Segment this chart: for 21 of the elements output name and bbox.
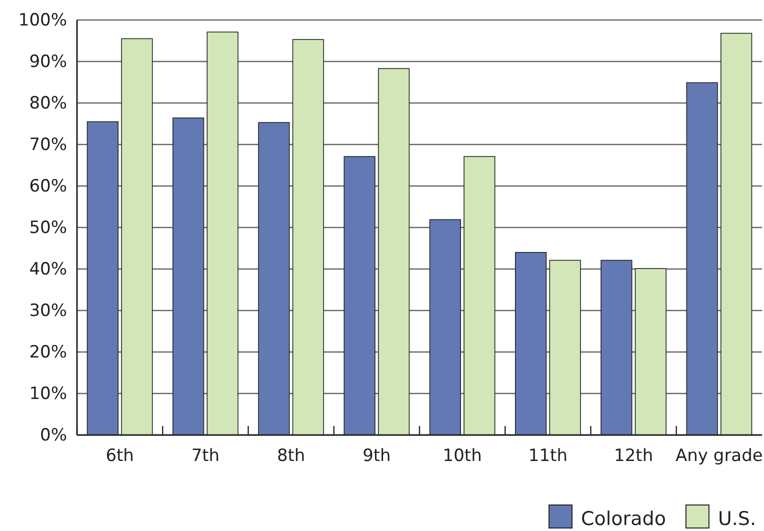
y-tick-label: 30%	[29, 300, 67, 321]
y-tick-label: 90%	[29, 52, 67, 72]
x-tick-label: 10th	[442, 446, 482, 466]
y-tick-label: 70%	[29, 134, 67, 155]
y-tick-label: 100%	[18, 10, 67, 30]
x-tick-label: 9th	[362, 446, 391, 466]
y-tick-label: 0%	[40, 425, 67, 446]
x-tick-label: 8th	[276, 446, 306, 466]
legend-label: Colorado	[581, 508, 666, 530]
x-tick-label: 12th	[614, 446, 654, 466]
x-tick-label: Any grade	[676, 446, 763, 466]
y-tick-label: 60%	[29, 176, 67, 196]
y-tick-label: 40%	[29, 259, 67, 280]
x-tick-label: 7th	[191, 446, 220, 466]
y-tick-label: 10%	[29, 384, 67, 404]
y-tick-label: 50%	[29, 218, 67, 238]
legend-label: U.S.	[718, 508, 756, 530]
x-tick-label: 6th	[106, 446, 134, 466]
x-tick-label: 11th	[528, 446, 568, 466]
y-tick-label: 80%	[29, 93, 67, 114]
y-tick-label: 20%	[29, 342, 67, 362]
